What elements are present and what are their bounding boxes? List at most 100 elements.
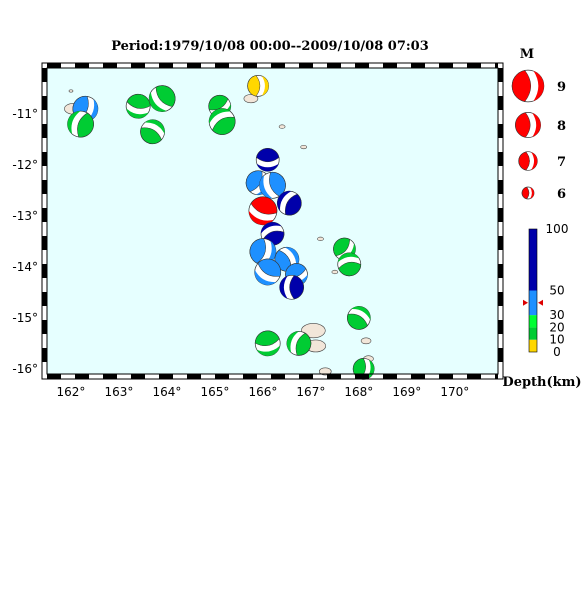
depth-legend-title: Depth(km) [502, 375, 581, 390]
frame-bar [42, 264, 47, 278]
depth-scale-label: 30 [549, 308, 564, 322]
depth-scale-label: 50 [549, 284, 564, 298]
frame-bar [42, 348, 47, 362]
magnitude-legend-label: 6 [557, 187, 566, 202]
frame-bar [439, 63, 453, 68]
islands-layer [64, 89, 374, 376]
focal-mechanisms-layer [64, 74, 375, 380]
island [243, 94, 259, 104]
focal-mechanism[interactable] [247, 236, 279, 268]
magnitude-legend-ball[interactable] [521, 186, 535, 200]
frame-bar [42, 124, 47, 138]
focal-mechanism[interactable] [255, 147, 280, 172]
frame-bar [215, 374, 229, 379]
frame-bar [42, 180, 47, 194]
lon-tick-label: 165° [200, 385, 229, 399]
depth-scale-label: 20 [549, 320, 564, 334]
focal-mechanism[interactable] [253, 329, 282, 358]
magnitude-legend-ball[interactable] [515, 112, 541, 138]
focal-mechanism[interactable] [136, 115, 169, 148]
frame-bar [467, 374, 481, 379]
frame-bar [159, 374, 173, 379]
depth-scale-label: 10 [549, 333, 564, 347]
lat-tick-label: -12° [12, 158, 38, 172]
focal-mechanism[interactable] [124, 92, 152, 120]
magnitude-legend-label: 8 [557, 119, 566, 134]
lon-tick-label: 169° [392, 385, 421, 399]
frame-bar [75, 374, 89, 379]
frame-bar [383, 374, 397, 379]
depth-marker-right [538, 299, 543, 306]
lon-tick-label: 170° [440, 385, 469, 399]
magnitude-legend-title: M [520, 47, 534, 62]
frame-bar [75, 63, 89, 68]
frame-bar [47, 374, 61, 379]
frame-bar [42, 320, 47, 334]
magnitude-legend: 9 8 7 6 [511, 69, 566, 202]
focal-mechanism[interactable] [279, 274, 305, 300]
island [278, 124, 286, 129]
frame-bar [42, 152, 47, 166]
focal-mechanism[interactable] [247, 74, 269, 97]
frame-bar [498, 124, 503, 138]
lon-tick-label: 168° [344, 385, 373, 399]
island [331, 269, 339, 275]
focal-mechanism[interactable] [204, 104, 240, 140]
focal-mechanism[interactable] [245, 193, 281, 229]
frame-bar [411, 374, 425, 379]
frame-bar [187, 63, 201, 68]
frame-bar [159, 63, 173, 68]
frame-bar [498, 68, 503, 82]
frame-bar [103, 63, 117, 68]
magnitude-legend-label: 9 [557, 80, 566, 95]
frame-bar [42, 292, 47, 306]
focal-mechanism[interactable] [256, 169, 289, 202]
lon-tick-label: 167° [296, 385, 325, 399]
lon-tick-label: 164° [152, 385, 181, 399]
magnitude-legend-ball[interactable] [518, 151, 538, 171]
island [317, 236, 324, 241]
magnitude-legend-ball[interactable] [511, 69, 545, 103]
frame-bar [498, 264, 503, 278]
frame-bar [495, 63, 498, 68]
focal-mechanism[interactable] [144, 80, 181, 117]
frame-bar [498, 208, 503, 222]
frame-bar [299, 63, 313, 68]
frame-bar [439, 374, 453, 379]
focal-mechanism[interactable] [343, 302, 374, 333]
frame-bar [327, 63, 341, 68]
frame-bar [467, 63, 481, 68]
frame-bar [383, 63, 397, 68]
frame-bar [42, 236, 47, 250]
focal-mechanism[interactable] [273, 187, 306, 220]
frame-bar [215, 63, 229, 68]
frame-bar [498, 348, 503, 362]
frame-bar [498, 292, 503, 306]
focal-mechanism[interactable] [64, 107, 97, 140]
figure-title: Period:1979/10/08 00:00--2009/10/08 07:0… [111, 39, 429, 54]
lon-tick-label: 166° [248, 385, 277, 399]
focal-mechanism[interactable] [336, 251, 363, 278]
frame-bar [243, 374, 257, 379]
frame-bar [131, 374, 145, 379]
focal-mechanism[interactable] [284, 328, 315, 359]
depth-marker-left [523, 299, 528, 306]
lon-tick-label: 162° [57, 385, 86, 399]
frame-bar [42, 208, 47, 222]
lat-tick-label: -14° [12, 260, 38, 274]
map-frame [41, 62, 504, 380]
focal-mechanism[interactable] [250, 254, 286, 290]
island [300, 323, 326, 339]
frame-bar [411, 63, 425, 68]
frame-bar [327, 374, 341, 379]
frame-bar [498, 180, 503, 194]
frame-bar [187, 374, 201, 379]
frame-bar [103, 374, 117, 379]
lat-tick-label: -16° [12, 362, 38, 376]
frame-bar [498, 96, 503, 110]
axis-ticks: 162° 163° 164° 165° 166° 167° 168° 169° 170° -11°… [12, 107, 469, 399]
frame-bar [131, 63, 145, 68]
lat-tick-label: -15° [12, 311, 38, 325]
